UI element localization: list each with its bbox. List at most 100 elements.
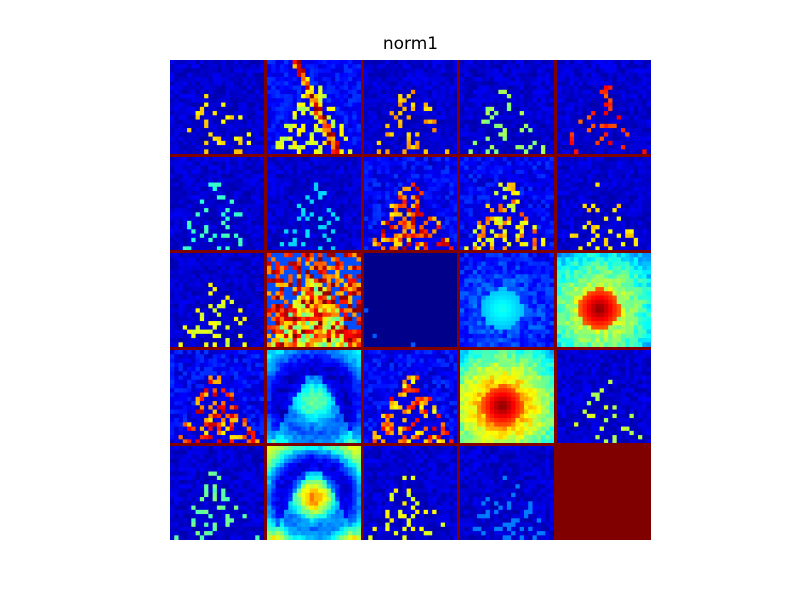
feature-map-cell (460, 119, 466, 125)
feature-map-cell (393, 72, 399, 78)
feature-map-cell (490, 224, 496, 230)
feature-map-cell (271, 156, 276, 162)
feature-map-cell (187, 60, 192, 65)
feature-map-cell (498, 145, 504, 150)
feature-map-cell (595, 136, 601, 142)
feature-map-cell (537, 81, 543, 87)
feature-map-cell (238, 182, 244, 187)
feature-map-cell (170, 119, 175, 125)
feature-map-cell (477, 182, 483, 187)
feature-map-cell (246, 194, 252, 200)
feature-map-cell (485, 132, 491, 138)
feature-map-cell (271, 211, 276, 217)
feature-map-cell (612, 68, 618, 74)
feature-map-cell (481, 233, 487, 239)
feature-map-cell (528, 199, 534, 204)
feature-map-cell (448, 128, 454, 133)
feature-map-cell (532, 233, 538, 239)
feature-map-cell (423, 160, 429, 166)
feature-map-cell (292, 132, 298, 138)
feature-map-cell (503, 190, 508, 196)
feature-map-cell (352, 237, 357, 243)
feature-map-cell (313, 81, 319, 87)
feature-map-cell (574, 224, 580, 230)
feature-map-cell (582, 165, 588, 170)
feature-map-cell (633, 177, 639, 183)
feature-map-cell (389, 98, 395, 104)
feature-map-cell (468, 199, 474, 204)
feature-map-cell (537, 140, 543, 146)
feature-map-cell (322, 194, 328, 200)
feature-map-cell (520, 186, 525, 192)
feature-map-cell (288, 165, 293, 170)
feature-map-cell (498, 224, 504, 230)
feature-map-cell (419, 245, 424, 251)
feature-map-cell (629, 60, 635, 65)
feature-map-cell (473, 140, 479, 146)
feature-map-cell (309, 177, 315, 183)
feature-map-cell (453, 173, 458, 179)
feature-map-cell (599, 211, 605, 217)
feature-map-cell (397, 81, 403, 87)
feature-map-cell (401, 245, 407, 251)
feature-map-cell (259, 207, 264, 213)
feature-map-cell (464, 68, 470, 74)
feature-map-cell (642, 149, 648, 154)
feature-map-cell (528, 98, 534, 104)
feature-map-cell (317, 194, 323, 200)
feature-map-cell (528, 165, 534, 170)
feature-map-cell (431, 186, 437, 192)
feature-map-cell (221, 81, 227, 87)
feature-map-cell (343, 220, 349, 226)
feature-map-cell (238, 123, 244, 129)
feature-map-cell (431, 145, 437, 150)
feature-map-cell (309, 98, 315, 104)
feature-map-cell (490, 186, 496, 192)
feature-map-cell (309, 89, 315, 95)
feature-map-cell (503, 72, 508, 78)
feature-map-cell (305, 119, 311, 125)
feature-map-cell (490, 160, 496, 166)
feature-map-cell (490, 89, 496, 95)
feature-map-cell (453, 169, 458, 175)
feature-map-cell (401, 106, 407, 112)
feature-map-cell (401, 211, 407, 217)
feature-map-cell (481, 98, 487, 104)
feature-map-cell (642, 233, 648, 239)
feature-map-cell (569, 145, 575, 150)
feature-map-cell (246, 68, 252, 74)
feature-map-cell (520, 106, 525, 112)
feature-map-cell (595, 149, 601, 154)
feature-map-cell (503, 216, 508, 222)
feature-map-cell (528, 177, 534, 183)
feature-map-cell (283, 89, 289, 95)
feature-map-cell (343, 94, 349, 99)
feature-map-cell (233, 270, 239, 276)
feature-map-cell (317, 228, 323, 234)
feature-map-cell (380, 98, 386, 104)
feature-map-cell (541, 136, 547, 142)
feature-map-cell (427, 77, 433, 82)
feature-map-cell (372, 228, 377, 234)
feature-map-cell (440, 136, 446, 142)
feature-map-cell (292, 224, 298, 230)
feature-map-cell (305, 186, 311, 192)
feature-map-cell (494, 123, 500, 129)
feature-map-cell (352, 136, 357, 142)
feature-map-cell (549, 106, 555, 112)
feature-map-cell (182, 228, 188, 234)
feature-map-cell (174, 156, 180, 162)
feature-map-cell (473, 169, 479, 175)
feature-map-cell (199, 60, 205, 65)
feature-map-cell (532, 119, 538, 125)
feature-map-cell (335, 199, 340, 204)
feature-map-cell (591, 165, 597, 170)
feature-map-cell (246, 64, 252, 70)
feature-map-cell (629, 102, 635, 108)
feature-map-cell (595, 245, 601, 251)
feature-map-cell (406, 177, 412, 183)
feature-map-cell (621, 190, 626, 196)
feature-map-cell (384, 224, 390, 230)
feature-map-cell (569, 123, 575, 129)
feature-map-cell (431, 128, 437, 133)
